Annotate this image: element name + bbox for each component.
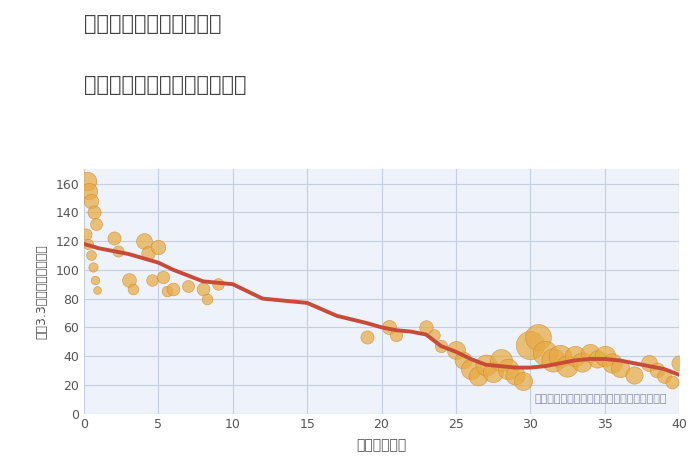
Point bbox=[606, 360, 617, 367]
Point bbox=[142, 249, 153, 256]
Point bbox=[212, 281, 223, 288]
Text: 円の大きさは、取引のあった物件面積を示す: 円の大きさは、取引のあった物件面積を示す bbox=[535, 394, 667, 404]
Point bbox=[361, 334, 372, 341]
Point bbox=[569, 352, 580, 360]
Point bbox=[435, 342, 447, 350]
Point bbox=[584, 350, 595, 357]
Point bbox=[83, 187, 94, 195]
X-axis label: 築年数（年）: 築年数（年） bbox=[356, 439, 407, 453]
Point bbox=[465, 365, 476, 373]
Point bbox=[88, 209, 99, 216]
Point bbox=[202, 295, 213, 302]
Point bbox=[92, 286, 103, 294]
Point bbox=[450, 346, 461, 354]
Point bbox=[183, 282, 194, 290]
Point bbox=[614, 364, 625, 371]
Point bbox=[532, 334, 543, 341]
Point bbox=[644, 360, 655, 367]
Point bbox=[659, 372, 670, 380]
Point bbox=[599, 352, 610, 360]
Point bbox=[85, 252, 97, 259]
Point bbox=[83, 240, 94, 248]
Point bbox=[158, 273, 169, 281]
Point bbox=[153, 243, 164, 251]
Point bbox=[86, 197, 97, 204]
Point bbox=[197, 285, 209, 292]
Point bbox=[495, 357, 506, 364]
Point bbox=[473, 372, 484, 380]
Point bbox=[651, 367, 662, 374]
Point bbox=[162, 288, 173, 295]
Point bbox=[147, 276, 158, 284]
Point bbox=[592, 355, 603, 363]
Point bbox=[428, 331, 439, 338]
Point bbox=[391, 331, 402, 338]
Point bbox=[510, 371, 521, 378]
Point bbox=[80, 230, 92, 238]
Point bbox=[90, 276, 101, 284]
Text: 兵庫県姫路市増位新町の: 兵庫県姫路市増位新町の bbox=[84, 14, 221, 34]
Point bbox=[384, 323, 395, 331]
Point bbox=[503, 365, 514, 373]
Point bbox=[81, 177, 92, 184]
Text: 築年数別中古マンション価格: 築年数別中古マンション価格 bbox=[84, 75, 246, 95]
Point bbox=[562, 362, 573, 370]
Point bbox=[673, 360, 685, 367]
Point bbox=[127, 285, 139, 292]
Point bbox=[480, 361, 491, 368]
Point bbox=[577, 358, 588, 366]
Point bbox=[113, 247, 124, 255]
Point bbox=[168, 285, 179, 292]
Point bbox=[666, 378, 677, 386]
Point bbox=[525, 341, 536, 348]
Point bbox=[421, 323, 432, 331]
Point bbox=[540, 350, 551, 357]
Point bbox=[629, 371, 640, 378]
Y-axis label: 坪（3.3㎡）単価（万円）: 坪（3.3㎡）単価（万円） bbox=[35, 244, 48, 339]
Point bbox=[517, 377, 528, 384]
Point bbox=[458, 357, 469, 364]
Point bbox=[554, 352, 566, 360]
Point bbox=[487, 368, 498, 376]
Point bbox=[547, 357, 558, 364]
Point bbox=[88, 263, 99, 271]
Point bbox=[138, 237, 149, 245]
Point bbox=[90, 220, 101, 227]
Point bbox=[108, 235, 119, 242]
Point bbox=[123, 276, 134, 284]
